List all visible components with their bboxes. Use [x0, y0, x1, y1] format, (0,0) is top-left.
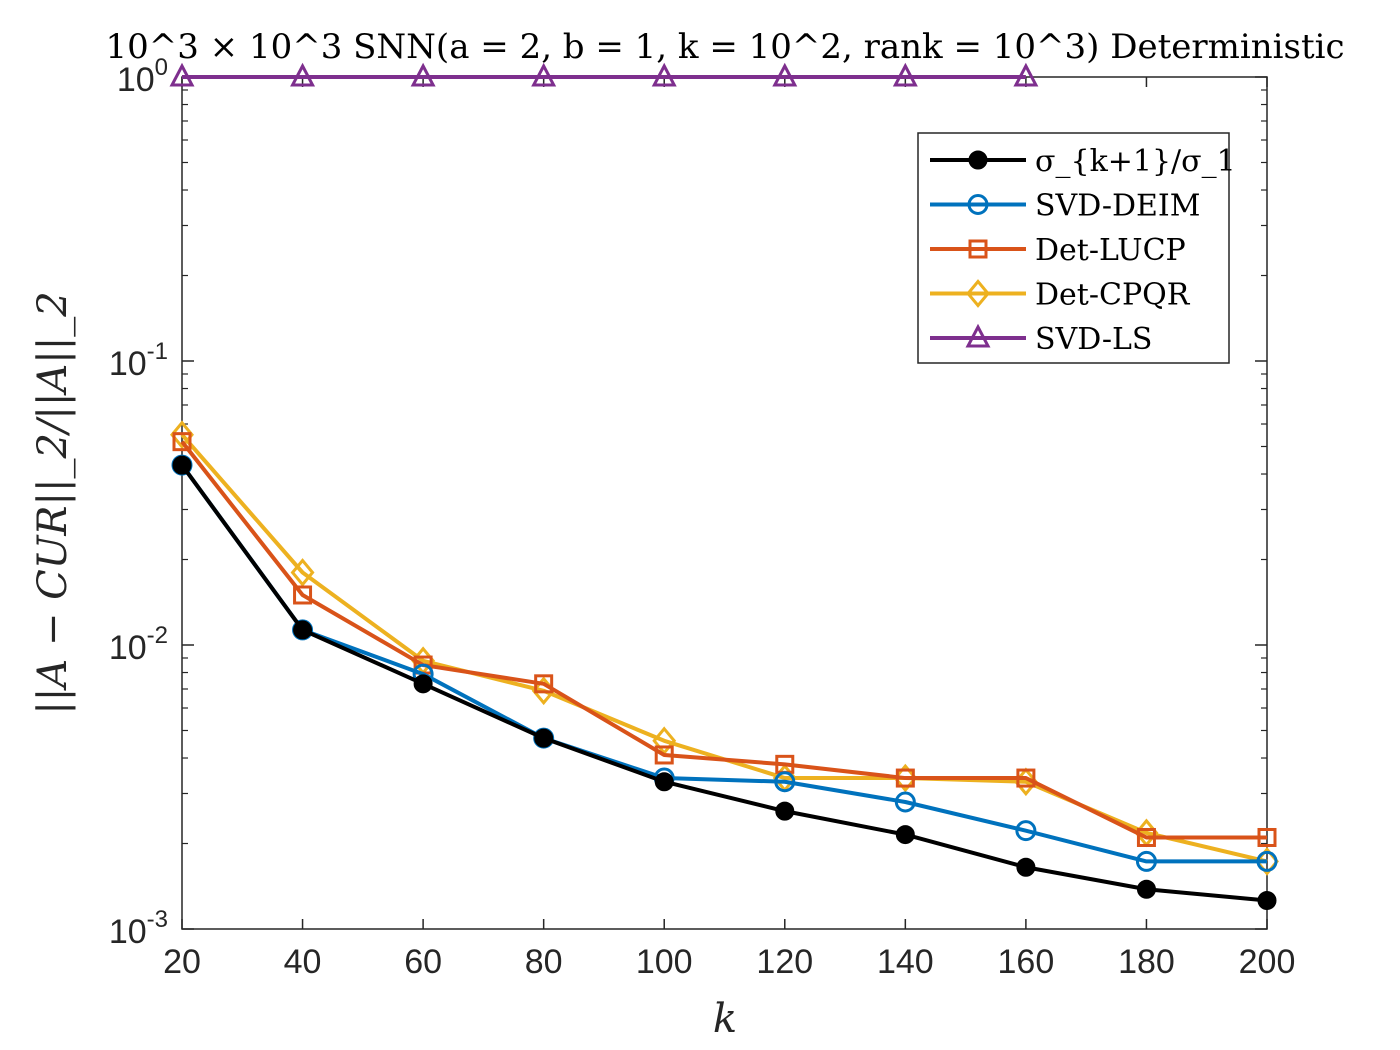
legend-marker [968, 239, 988, 259]
data-point [1257, 890, 1277, 910]
data-point [293, 620, 313, 640]
legend-item: Det-CPQR [930, 278, 1191, 313]
data-point [169, 62, 195, 87]
legend-label: Det-CPQR [1035, 278, 1191, 313]
legend-marker [967, 194, 989, 215]
legend-label: Det-LUCP [1035, 233, 1186, 268]
chart-title: 10^3 × 10^3 SNN(a = 2, b = 1, k = 10^2, … [105, 27, 1344, 67]
x-tick-label: 180 [1118, 943, 1175, 981]
series-1 [171, 454, 1278, 872]
data-point [1136, 879, 1156, 899]
data-point [1256, 850, 1278, 872]
data-point [290, 558, 315, 587]
x-tick-label: 20 [163, 943, 201, 981]
data-point [654, 745, 674, 765]
data-point [1257, 827, 1277, 847]
data-point [170, 420, 194, 450]
data-point [172, 432, 192, 452]
series-line [180, 440, 1267, 840]
series-layer [169, 62, 1279, 910]
data-point [1136, 827, 1156, 847]
series-0 [172, 455, 1277, 910]
data-point [895, 768, 915, 788]
series-2 [172, 432, 1277, 847]
series-line [180, 463, 1268, 903]
legend: σ_{k+1}/σ_1 SVD-DEIM Det-LUCP Det-CPQR SVD-L… [917, 132, 1236, 364]
data-point [775, 801, 795, 821]
legend-item: Det-LUCP [930, 233, 1186, 268]
x-tick-label: 80 [525, 943, 563, 981]
y-tick-label: 10-1 [109, 338, 168, 383]
y-tick-label: 100 [117, 54, 168, 99]
data-point [293, 585, 313, 605]
legend-label: SVD-LS [1035, 322, 1152, 357]
data-point [651, 62, 677, 87]
series-4 [169, 62, 1039, 87]
x-tick-label: 140 [877, 943, 934, 981]
legend-label: σ_{k+1}/σ_1 [1035, 144, 1236, 179]
data-point [410, 62, 436, 87]
data-point [894, 791, 916, 813]
legend-marker [965, 323, 991, 348]
data-point [1016, 857, 1036, 877]
x-tick-label: 120 [756, 943, 813, 981]
data-point [534, 674, 554, 694]
data-point [774, 771, 796, 793]
x-tick-label: 160 [998, 943, 1055, 981]
legend-marker [968, 150, 988, 170]
y-tick-label: 10-3 [109, 906, 168, 951]
data-point [1135, 850, 1157, 872]
x-tick-label: 40 [284, 943, 322, 981]
x-tick-label: 200 [1239, 943, 1296, 981]
data-point [892, 62, 918, 87]
data-point [1016, 768, 1036, 788]
data-point [895, 825, 915, 845]
y-axis-label: ||A − CUR||_2/||A||_2 [30, 291, 76, 714]
legend-label: SVD-DEIM [1035, 189, 1200, 224]
data-point [172, 455, 192, 475]
x-axis-label: k [713, 996, 737, 1042]
data-point [772, 62, 798, 87]
data-point [290, 62, 316, 87]
x-tick-label: 60 [404, 943, 442, 981]
legend-marker [966, 279, 990, 308]
legend-item: SVD-DEIM [930, 189, 1200, 224]
series-line [180, 463, 1267, 864]
data-point [654, 772, 674, 792]
data-point [534, 728, 554, 748]
y-tick-label: 10-2 [109, 622, 168, 667]
x-tick-label: 100 [636, 943, 693, 981]
legend-item: σ_{k+1}/σ_1 [930, 144, 1236, 179]
data-point [1015, 820, 1037, 842]
data-point [531, 62, 557, 87]
data-point [1013, 62, 1039, 87]
data-point [413, 674, 433, 694]
axis-ticks: 20 40 60 80 100 120 140 160 180 200 100 10-1 10-2 10-… [109, 54, 1296, 981]
legend-item: SVD-LS [930, 322, 1152, 357]
